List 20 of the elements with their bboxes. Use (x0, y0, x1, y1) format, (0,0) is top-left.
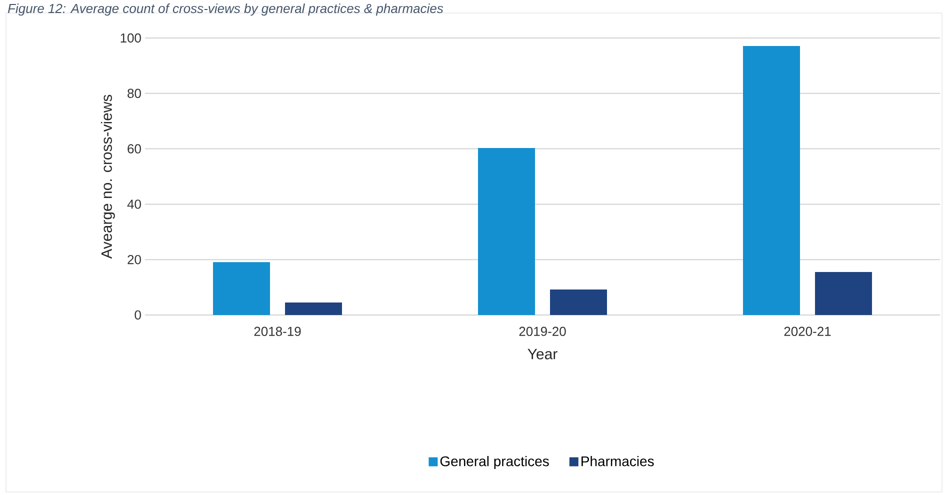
y-tick-label: 80 (128, 88, 141, 98)
bar (478, 148, 536, 315)
bar (213, 262, 270, 315)
legend-label: Pharmacies (582, 456, 654, 466)
y-axis-title: Avearge no. cross-views (100, 94, 115, 259)
y-tick-label: 100 (120, 33, 141, 43)
x-tick-label: 2020-21 (784, 326, 831, 336)
bar (742, 46, 800, 315)
x-tick-label: 2018-19 (254, 326, 301, 336)
legend-label: General practices (440, 456, 549, 470)
bar (285, 302, 342, 315)
bar (815, 272, 872, 315)
x-tick-label: 2019-20 (519, 326, 566, 336)
y-tick-label: 0 (134, 310, 141, 320)
y-tick-label: 60 (128, 144, 141, 154)
bar (550, 290, 607, 315)
chart-title: Figure 12: Average count of cross-views by general practices & pharmacies (8, 4, 444, 16)
x-axis-title: Year (528, 348, 558, 360)
y-tick-label: 20 (128, 254, 141, 264)
y-tick-label: 40 (127, 200, 141, 209)
